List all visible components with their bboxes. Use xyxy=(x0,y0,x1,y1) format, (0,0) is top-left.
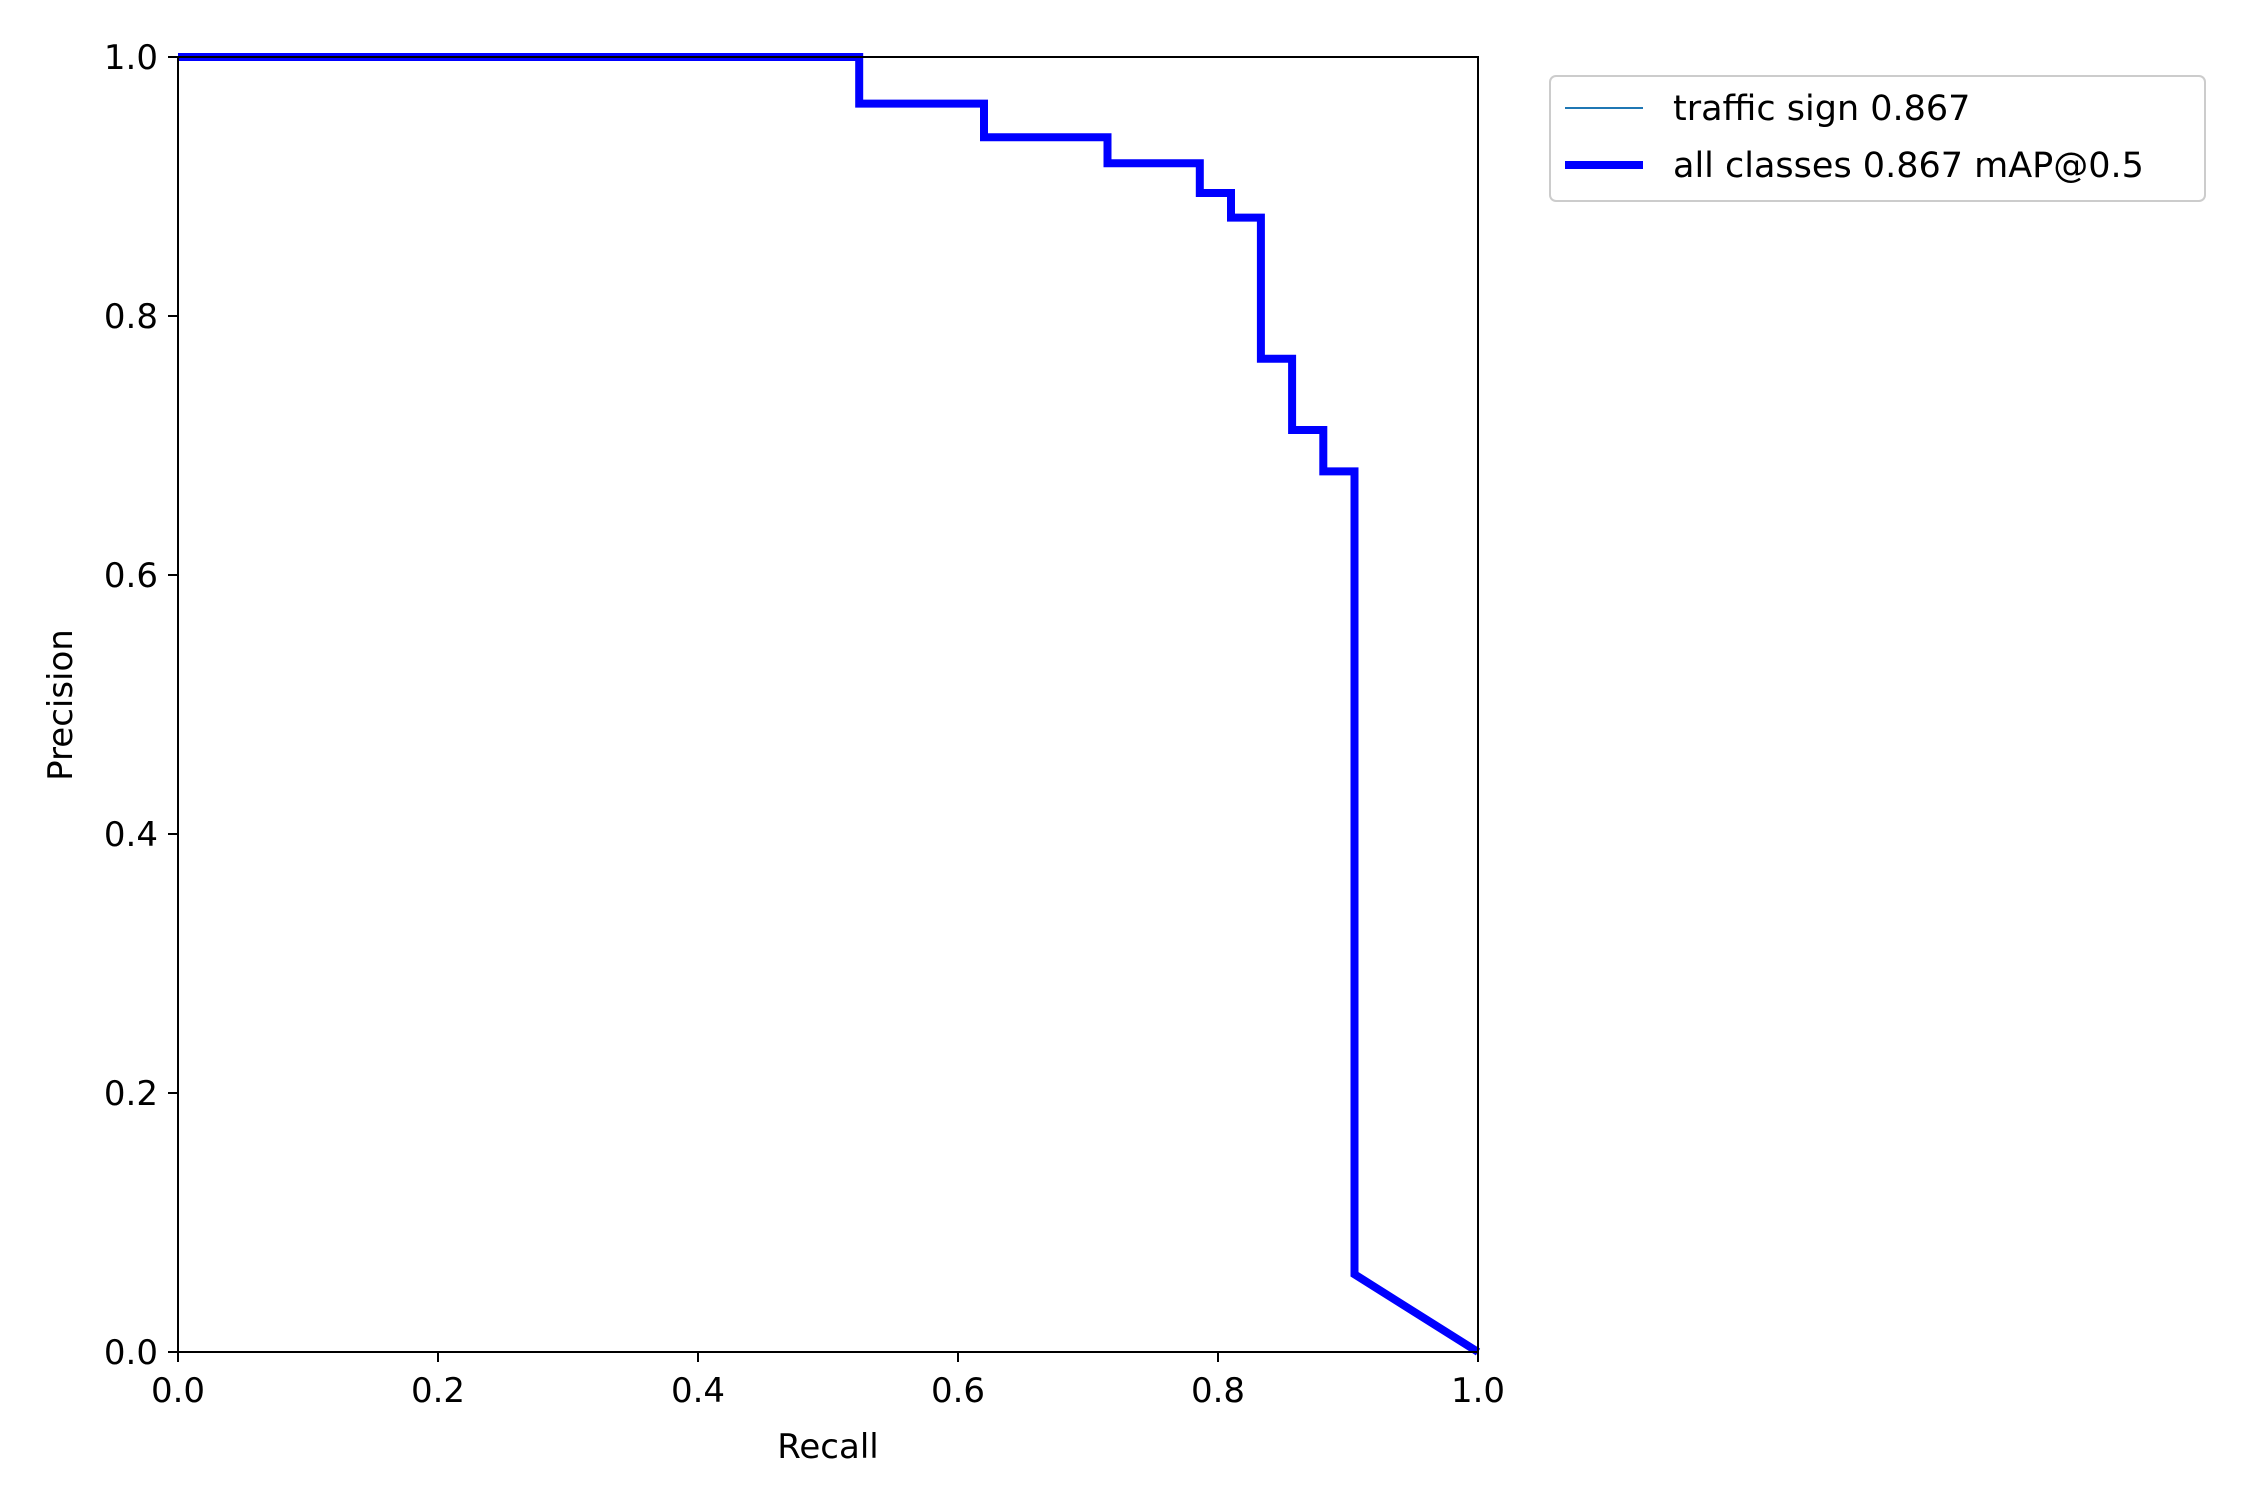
y-tick-label: 0.0 xyxy=(104,1333,158,1373)
series-layer xyxy=(178,53,1481,1356)
y-tick-label: 1.0 xyxy=(104,38,158,78)
legend: traffic sign 0.867 all classes 0.867 mAP… xyxy=(1549,75,2206,202)
y-tick-label: 0.8 xyxy=(104,297,158,337)
x-tick-label: 0.4 xyxy=(671,1371,725,1411)
y-axis-label: Precision xyxy=(41,629,81,781)
x-tick-label: 0.0 xyxy=(151,1371,205,1411)
x-tick-label: 0.2 xyxy=(411,1371,465,1411)
x-tick-label: 0.6 xyxy=(931,1371,985,1411)
legend-label-all-classes: all classes 0.867 mAP@0.5 xyxy=(1673,146,2144,186)
x-axis-ticks: 0.0 0.2 0.4 0.6 0.8 1.0 xyxy=(151,1352,1505,1411)
plot-frame xyxy=(177,56,1479,1353)
x-tick-label: 1.0 xyxy=(1451,1371,1505,1411)
legend-label-traffic-sign: traffic sign 0.867 xyxy=(1673,89,1970,129)
y-axis-ticks: 0.0 0.2 0.4 0.6 0.8 1.0 xyxy=(104,38,178,1373)
y-tick-label: 0.6 xyxy=(104,556,158,596)
x-axis-label: Recall xyxy=(777,1427,878,1467)
y-tick-label: 0.2 xyxy=(104,1074,158,1114)
x-tick-label: 0.8 xyxy=(1191,1371,1245,1411)
y-tick-label: 0.4 xyxy=(104,815,158,855)
legend-box xyxy=(1549,75,2206,202)
series-line-all-classes xyxy=(178,53,1481,1356)
